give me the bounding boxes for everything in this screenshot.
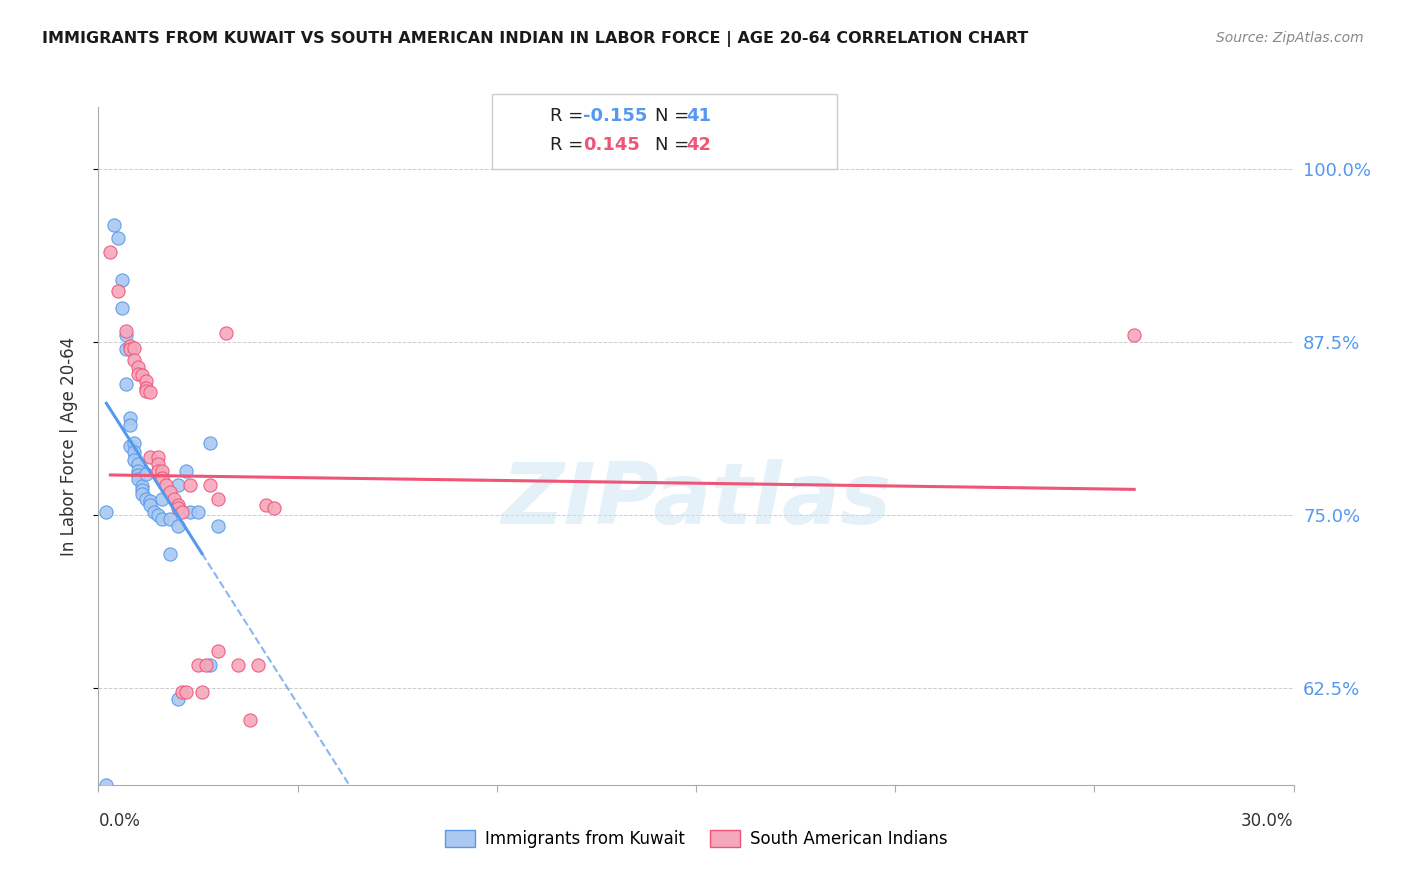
Point	[179, 477, 201, 491]
Text: 30.0%: 30.0%	[1241, 812, 1294, 830]
Point	[120, 342, 142, 356]
Point	[195, 657, 218, 672]
Point	[207, 644, 229, 658]
Point	[124, 341, 146, 355]
Point	[135, 467, 157, 481]
Point	[167, 499, 190, 513]
Point	[179, 505, 201, 519]
Point	[187, 657, 209, 672]
Text: ZIPatlas: ZIPatlas	[501, 458, 891, 541]
Point	[172, 685, 194, 699]
Point	[131, 368, 153, 383]
Point	[207, 491, 229, 506]
Point	[198, 436, 221, 450]
Point	[135, 491, 157, 506]
Point	[198, 657, 221, 672]
Point	[131, 487, 153, 501]
Point	[139, 499, 162, 513]
Point	[127, 464, 149, 478]
Text: N =: N =	[655, 107, 695, 125]
Point	[127, 367, 149, 381]
Point	[111, 301, 134, 315]
Point	[167, 477, 190, 491]
Point	[148, 508, 170, 523]
Legend: Immigrants from Kuwait, South American Indians: Immigrants from Kuwait, South American I…	[439, 823, 953, 855]
Point	[131, 479, 153, 493]
Point	[167, 501, 190, 516]
Point	[167, 692, 190, 706]
Point	[226, 657, 249, 672]
Point	[155, 477, 177, 491]
Point	[191, 685, 214, 699]
Point	[207, 519, 229, 533]
Point	[124, 444, 146, 458]
Point	[163, 491, 186, 506]
Point	[174, 685, 197, 699]
Point	[172, 505, 194, 519]
Point	[246, 657, 269, 672]
Point	[124, 453, 146, 467]
Point	[135, 384, 157, 398]
Text: N =: N =	[655, 136, 695, 154]
Point	[239, 713, 262, 727]
Point	[254, 499, 277, 513]
Point	[124, 436, 146, 450]
Point	[127, 468, 149, 483]
Text: -0.155: -0.155	[583, 107, 648, 125]
Point	[103, 218, 125, 232]
Point	[115, 328, 138, 343]
Point	[198, 477, 221, 491]
Point	[150, 464, 173, 478]
Text: R =: R =	[550, 107, 589, 125]
Text: 42: 42	[686, 136, 711, 154]
Point	[115, 342, 138, 356]
Point	[139, 385, 162, 400]
Point	[1123, 328, 1146, 343]
Point	[150, 491, 173, 506]
Point	[150, 512, 173, 526]
Point	[127, 360, 149, 375]
Text: 41: 41	[686, 107, 711, 125]
Text: 0.145: 0.145	[583, 136, 640, 154]
Point	[187, 505, 209, 519]
Point	[127, 457, 149, 471]
Point	[120, 418, 142, 433]
Point	[159, 547, 181, 561]
Point	[124, 353, 146, 368]
Point	[98, 245, 122, 260]
Point	[107, 284, 129, 298]
Point	[215, 326, 238, 340]
Point	[148, 457, 170, 471]
Point	[159, 484, 181, 499]
Y-axis label: In Labor Force | Age 20-64: In Labor Force | Age 20-64	[59, 336, 77, 556]
Point	[135, 381, 157, 395]
Point	[174, 464, 197, 478]
Point	[115, 376, 138, 391]
Point	[148, 450, 170, 464]
Text: 0.0%: 0.0%	[98, 812, 141, 830]
Point	[96, 778, 118, 792]
Point	[148, 464, 170, 478]
Point	[96, 505, 118, 519]
Point	[139, 450, 162, 464]
Point	[263, 501, 285, 516]
Point	[159, 512, 181, 526]
Point	[107, 231, 129, 245]
Point	[120, 339, 142, 353]
Point	[111, 273, 134, 287]
Point	[115, 324, 138, 338]
Point	[135, 374, 157, 388]
Text: IMMIGRANTS FROM KUWAIT VS SOUTH AMERICAN INDIAN IN LABOR FORCE | AGE 20-64 CORRE: IMMIGRANTS FROM KUWAIT VS SOUTH AMERICAN…	[42, 31, 1028, 47]
Point	[150, 471, 173, 485]
Point	[120, 411, 142, 425]
Point	[131, 483, 153, 498]
Point	[167, 519, 190, 533]
Point	[139, 494, 162, 508]
Text: Source: ZipAtlas.com: Source: ZipAtlas.com	[1216, 31, 1364, 45]
Point	[120, 439, 142, 453]
Text: R =: R =	[550, 136, 595, 154]
Point	[143, 505, 166, 519]
Point	[127, 472, 149, 486]
